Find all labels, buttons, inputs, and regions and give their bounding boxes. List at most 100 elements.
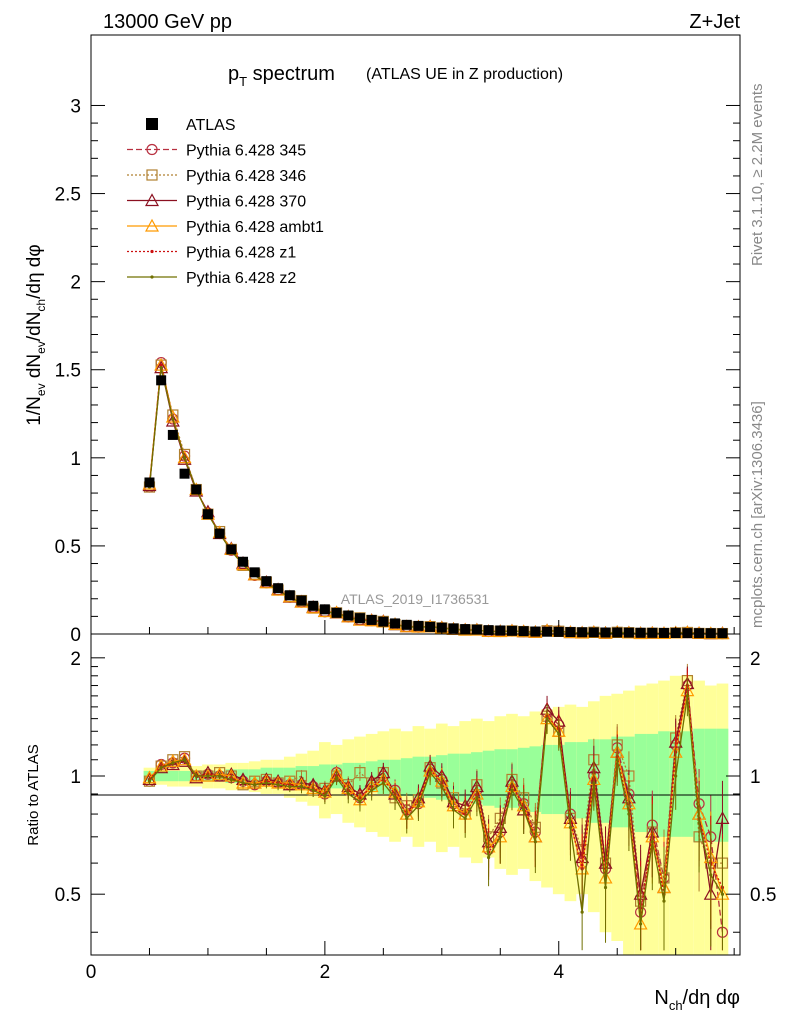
ratio-frame: [90, 633, 741, 956]
series-marker: [451, 808, 456, 812]
main-y-label: 1/Nev dNev/dNch/dη dφ: [24, 244, 48, 425]
ratio-y-tick-label: 0.5: [55, 885, 81, 906]
data-point: [366, 614, 377, 625]
band-inner: [178, 770, 191, 782]
series-marker: [154, 760, 169, 774]
main-y-tick-label: 0.5: [55, 537, 81, 558]
data-point: [214, 528, 225, 539]
series-marker: [147, 779, 152, 783]
data-point: [542, 626, 553, 637]
data-point: [413, 620, 424, 631]
data-point: [623, 627, 634, 638]
band-inner: [494, 749, 507, 808]
series-marker: [334, 776, 339, 780]
series-marker: [615, 758, 619, 762]
data-point: [167, 429, 178, 440]
series-marker: [177, 451, 192, 465]
data-point: [401, 619, 412, 630]
legend-label: Pythia 6.428 ambt1: [186, 219, 324, 236]
ratio-y-tick-label-right: 0.5: [750, 885, 776, 906]
ratio-y-tick-label: 2: [70, 649, 81, 670]
data-point: [460, 624, 471, 635]
series-marker: [393, 796, 397, 800]
series-marker: [194, 774, 198, 778]
series-marker: [662, 899, 666, 903]
ratio-series-line: [148, 695, 724, 925]
title-rest: spectrum: [247, 63, 335, 85]
main-y-tick-label: 1: [70, 449, 81, 470]
band-inner: [646, 733, 659, 833]
series-marker: [580, 910, 584, 914]
series-marker: [146, 143, 158, 156]
series-marker: [498, 835, 502, 839]
ratio-series-line: [148, 685, 724, 933]
series-marker: [650, 840, 654, 844]
band-inner: [459, 753, 472, 802]
series-marker: [522, 808, 526, 812]
series-marker: [603, 885, 608, 890]
title-main: p: [228, 63, 239, 85]
series-marker: [557, 732, 561, 736]
band-inner: [576, 742, 588, 819]
series-marker: [218, 774, 222, 778]
data-point: [343, 610, 354, 621]
series-marker: [159, 766, 163, 770]
data-point: [635, 627, 646, 638]
series-marker: [715, 811, 730, 824]
legend-label: Pythia 6.428 346: [186, 168, 306, 185]
series-marker: [299, 784, 304, 789]
data-point: [354, 613, 365, 624]
rivet-label: Rivet 3.1.10, ≥ 2.2M events: [749, 84, 766, 267]
x-tick-label: 4: [553, 962, 564, 983]
series-marker: [639, 922, 643, 926]
band-inner: [529, 746, 542, 812]
header-right: Z+Jet: [689, 11, 740, 33]
data-point: [658, 627, 669, 638]
data-point: [179, 468, 190, 479]
data-point: [483, 625, 494, 636]
series-marker: [171, 417, 175, 421]
series-marker: [323, 794, 327, 798]
ratio-y-tick-label: 1: [70, 767, 81, 788]
ratio-ticks: 0.5 0.5 1 1 2 2 0 2 4: [55, 620, 776, 983]
ratio-panel: 0.5 0.5 1 1 2 2 0 2 4 Ratio to ATLAS Nch/dη dφ: [25, 620, 776, 1013]
title-sub: T: [239, 74, 247, 89]
band-inner: [482, 750, 495, 806]
series-marker: [510, 788, 514, 792]
legend: ATLAS Pythia 6.428 345 Pythia 6.428 346 Pyt…: [127, 117, 324, 287]
series-marker: [212, 767, 227, 780]
main-y-tick-label: 1.5: [55, 361, 81, 382]
legend-marker-data: [146, 118, 158, 130]
band-inner: [564, 742, 577, 819]
series-marker: [288, 784, 292, 789]
series-marker: [568, 825, 573, 829]
band-inner: [167, 770, 179, 782]
main-y-tick-label: 2: [70, 273, 81, 294]
data-point: [319, 604, 330, 615]
main-y-ticks: 0 0.5 1 1.5 2 2.5 3: [55, 96, 740, 646]
svg-text:pT spectrum: pT spectrum: [228, 63, 335, 89]
band-inner: [447, 753, 460, 802]
legend-label: Pythia 6.428 z2: [186, 270, 296, 287]
series-marker: [142, 772, 157, 786]
series-marker: [545, 717, 549, 721]
band-inner: [599, 739, 612, 823]
x-tick-label: 0: [86, 962, 97, 983]
series-marker: [159, 366, 163, 370]
series-marker: [229, 777, 233, 782]
legend-label: Pythia 6.428 370: [186, 194, 306, 211]
series-marker: [182, 758, 187, 762]
data-point: [600, 627, 611, 638]
main-y-tick-label: 3: [70, 96, 81, 117]
series-marker: [165, 754, 180, 767]
data-point: [331, 607, 342, 618]
band-inner: [389, 759, 401, 794]
band-inner: [658, 731, 670, 837]
series-marker: [354, 767, 366, 779]
band-inner: [412, 756, 425, 798]
band-inner: [400, 758, 413, 796]
header-left: 13000 GeV pp: [103, 11, 232, 33]
data-point: [273, 583, 284, 594]
data-point: [471, 624, 482, 635]
series-marker: [264, 781, 269, 785]
